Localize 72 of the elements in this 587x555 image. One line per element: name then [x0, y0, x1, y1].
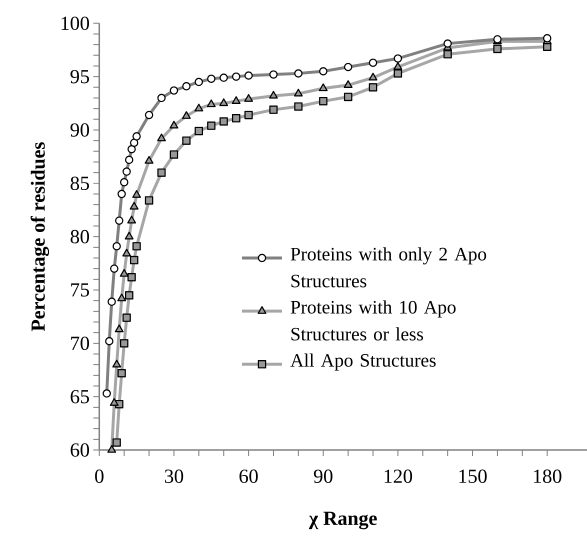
point [118, 369, 126, 378]
point [219, 98, 228, 106]
y-tick-label: 60 [70, 443, 90, 457]
x-axis-title: χ Range [308, 512, 377, 530]
point [127, 216, 136, 224]
point [112, 360, 122, 368]
point [144, 196, 154, 205]
y-axis-title: Percentage of residues [30, 142, 50, 332]
point [182, 136, 191, 145]
point [318, 83, 328, 92]
point [132, 242, 141, 250]
point [220, 117, 228, 126]
x-tick-label: 60 [239, 470, 258, 483]
point [493, 44, 502, 54]
x-tick-label: 150 [459, 470, 487, 483]
point [122, 248, 132, 257]
point [130, 202, 139, 210]
y-tick-label: 100 [62, 16, 90, 30]
x-tick-label: 90 [314, 470, 332, 483]
point [294, 102, 303, 111]
point [344, 92, 352, 102]
y-tick-label: 75 [71, 283, 90, 297]
point [157, 168, 166, 177]
y-tick-label: 90 [70, 123, 90, 137]
point [107, 445, 116, 453]
x-tick-label: 180 [534, 470, 562, 483]
point [244, 110, 253, 120]
y-tick-label: 85 [70, 176, 90, 190]
y-tick-label: 65 [70, 390, 90, 404]
point [170, 120, 178, 128]
point [394, 62, 402, 70]
legend-label: Proteins with 10 Apo Structures or less [290, 300, 456, 341]
x-tick-label: 30 [164, 470, 184, 483]
legend-label: All Apo Structures [290, 353, 436, 371]
point [232, 96, 241, 104]
point [194, 104, 204, 112]
point [182, 111, 191, 119]
point [232, 114, 240, 122]
point [206, 99, 216, 108]
point [112, 438, 121, 447]
legend-label: Proteins with only 2 Apo Structures [290, 247, 486, 288]
point [368, 83, 378, 92]
point [122, 314, 131, 322]
point [124, 232, 134, 240]
point [194, 126, 204, 136]
point [110, 398, 119, 406]
point [120, 269, 129, 277]
point [269, 90, 278, 99]
point [394, 69, 402, 78]
point [443, 50, 452, 58]
x-tick-label: 120 [384, 470, 412, 483]
point [344, 80, 353, 88]
point [130, 256, 138, 264]
point [114, 324, 124, 332]
point [319, 96, 328, 106]
point [368, 72, 378, 80]
y-tick-label: 95 [70, 70, 90, 84]
point [124, 291, 134, 300]
x-tick-label: 0 [95, 470, 104, 483]
point [144, 156, 154, 164]
point [294, 88, 303, 96]
point [269, 106, 278, 114]
point [170, 150, 178, 159]
point [157, 134, 166, 142]
y-tick-label: 70 [71, 336, 90, 350]
point [117, 294, 126, 302]
y-tick-label: 80 [70, 230, 90, 244]
point [120, 339, 128, 348]
point [127, 273, 136, 282]
point [207, 122, 216, 130]
point [244, 94, 253, 102]
point [132, 190, 142, 198]
